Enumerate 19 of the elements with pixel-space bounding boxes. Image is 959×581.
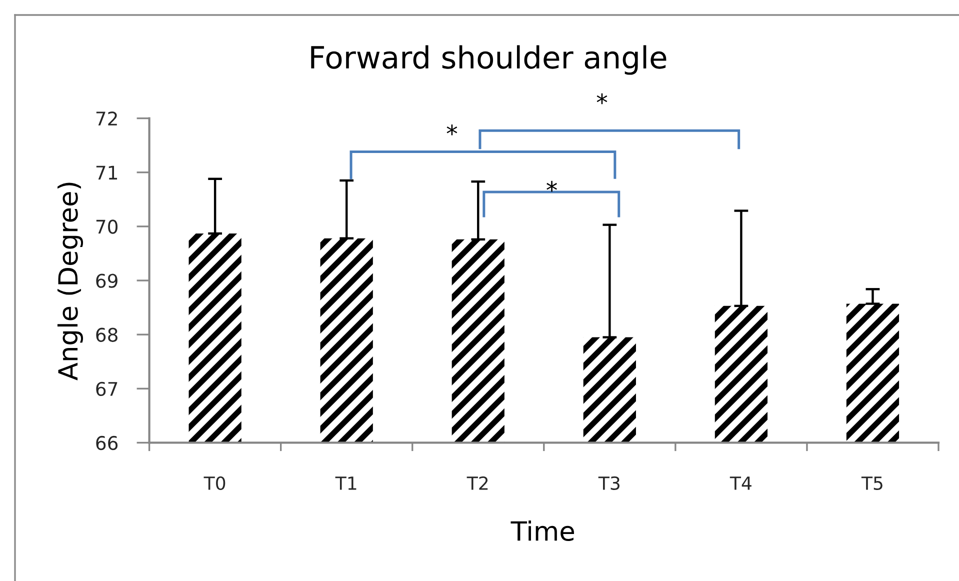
y-tick-label: 71 [96,166,118,180]
chart-title: Forward shoulder angle [311,45,666,75]
y-axis-title: Angle (Degree) [57,182,84,380]
x-tick-label: T5 [861,476,882,490]
y-tick-label: 72 [96,112,117,126]
text: * [596,93,608,104]
y-tick-label: 69 [96,274,118,288]
x-tick-label: T2 [466,476,488,490]
x-tick-label: T0 [204,476,226,490]
annotation: * [546,180,557,192]
annotation: * [446,124,458,136]
x-tick-label: T3 [598,476,620,490]
x-tick-label: T1 [335,476,356,490]
y-tick-label: 67 [96,382,118,396]
y-tick-label: 66 [96,436,118,450]
y-tick-label: 68 [96,328,118,342]
y-tick-label: 70 [96,220,118,234]
x-tick-label: T4 [730,476,752,490]
x-axis-title: Time [510,520,574,541]
